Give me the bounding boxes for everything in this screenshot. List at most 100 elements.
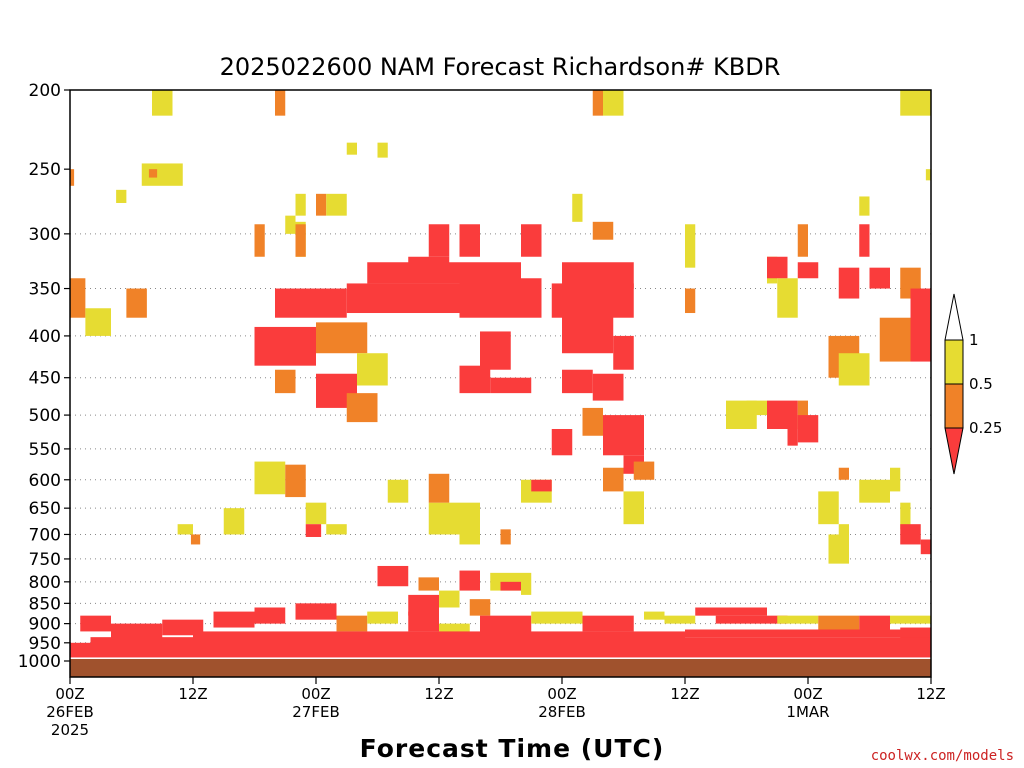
chart-title: 2025022600 NAM Forecast Richardson# KBDR (220, 53, 781, 81)
x-tick-label: 00Z (547, 685, 576, 703)
y-tick-label: 900 (29, 615, 61, 635)
ri-cell (326, 524, 347, 535)
ri-cell (920, 539, 931, 555)
colorbar-segment (944, 383, 964, 429)
x-tick-label: 12Z (178, 685, 207, 703)
ri-cell (521, 572, 532, 595)
ri-cell (859, 224, 870, 257)
ri-cell (148, 169, 158, 178)
ri-cell (685, 288, 696, 314)
ri-cell (387, 479, 409, 503)
ri-cell (572, 193, 583, 222)
ri-cell (126, 288, 147, 318)
ri-cell (623, 491, 644, 525)
ri-cell (695, 607, 767, 616)
ri-cell (70, 642, 931, 658)
x-tick-label: 26FEB (46, 703, 93, 721)
ri-cell (177, 524, 193, 535)
x-tick-label: 27FEB (292, 703, 339, 721)
ri-cell (459, 502, 480, 545)
ri-cell (295, 193, 306, 216)
ri-cell (428, 473, 450, 503)
richardson-cells (70, 90, 931, 658)
ri-cell (746, 400, 767, 416)
y-tick-label: 500 (29, 406, 61, 426)
y-tick-label: 750 (29, 550, 61, 570)
ri-cell (141, 163, 183, 186)
x-tick-label: 00Z (793, 685, 822, 703)
ri-cell (316, 322, 368, 354)
ri-cell (787, 428, 798, 446)
ri-cell (469, 599, 491, 616)
ri-cell (859, 615, 890, 632)
ri-cell (685, 224, 696, 268)
ri-cell (285, 464, 306, 498)
ri-cell (869, 267, 890, 289)
ri-cell (295, 603, 337, 620)
ri-cell (223, 508, 245, 535)
ri-cell (213, 611, 255, 628)
colorbar-label: 0.25 (969, 419, 1002, 437)
colorbar-segment (944, 293, 964, 341)
ri-cell (346, 283, 460, 314)
ri-cell (70, 278, 86, 318)
ri-cell (603, 415, 644, 456)
ri-cell (254, 224, 265, 257)
x-tick-label: 12Z (670, 685, 699, 703)
ri-cell (500, 529, 511, 545)
ri-cell (925, 169, 931, 181)
source-credit: coolwx.com/models (871, 748, 1014, 764)
ri-cell (890, 467, 901, 492)
ri-cell (838, 353, 870, 386)
ri-cell (603, 467, 624, 492)
ri-cell (767, 256, 788, 279)
ri-cell (664, 615, 696, 624)
y-tick-label: 950 (29, 634, 61, 654)
ri-cell (715, 615, 788, 624)
ri-cell (562, 298, 614, 354)
ri-cell (603, 90, 624, 116)
x-tick-label: 00Z (301, 685, 330, 703)
colorbar-label: 0.5 (969, 375, 993, 393)
x-tick-label: 2025 (51, 721, 89, 739)
y-tick-label: 350 (29, 280, 61, 300)
ri-cell (377, 565, 409, 587)
y-tick-label: 1000 (18, 652, 61, 672)
ri-cell (285, 215, 296, 234)
ri-cell (162, 619, 204, 636)
ri-cell (305, 524, 322, 537)
ri-cell (797, 262, 819, 279)
ri-cell (254, 461, 286, 495)
ri-cell (890, 615, 931, 624)
ri-cell (275, 369, 296, 394)
ri-cell (767, 400, 798, 429)
ri-cell (152, 90, 173, 116)
ri-cell (357, 353, 388, 386)
ri-cell (582, 615, 634, 632)
ri-cell (582, 407, 603, 436)
ri-cell (633, 461, 655, 480)
ri-cell (480, 331, 511, 370)
ri-cell (459, 365, 491, 394)
ri-cell (685, 629, 931, 638)
ri-cell (838, 467, 849, 480)
ri-cell (859, 196, 870, 216)
ri-cell (275, 90, 286, 116)
ri-cell (818, 491, 839, 525)
x-tick-label: 12Z (424, 685, 453, 703)
ri-cell (254, 326, 316, 366)
ri-cell (521, 224, 542, 257)
ri-cell (85, 308, 111, 336)
ground-band (70, 659, 931, 677)
ri-cell (480, 615, 532, 636)
plot-frame (69, 89, 932, 678)
ri-cell (592, 90, 603, 116)
colorbar-segment (944, 339, 964, 385)
ri-cell (879, 317, 911, 362)
ri-cell (346, 393, 378, 423)
ri-cell (346, 142, 357, 155)
x-tick-label: 28FEB (538, 703, 585, 721)
ri-cell (111, 623, 163, 640)
ri-cell (367, 611, 398, 624)
